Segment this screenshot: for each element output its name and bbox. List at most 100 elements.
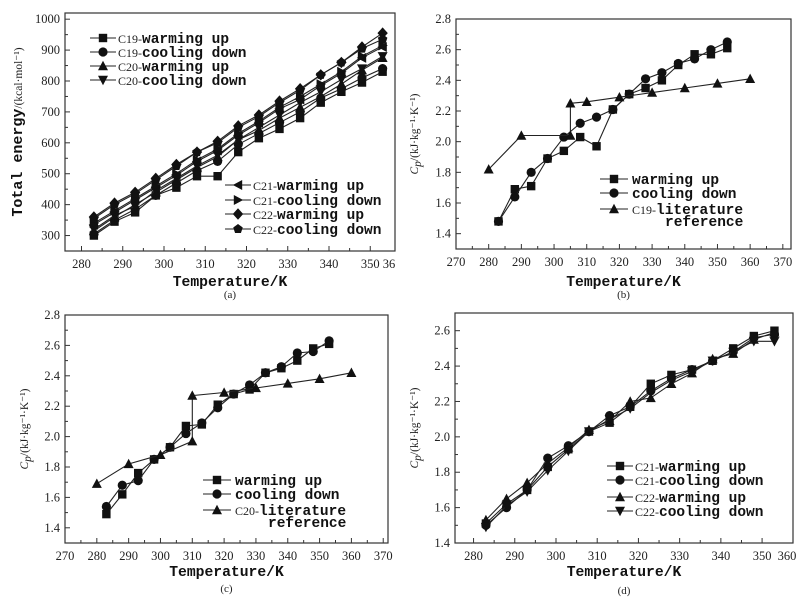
x-tick-label: 290: [113, 257, 132, 271]
data-point: [172, 168, 182, 179]
data-point: [274, 110, 285, 121]
data-point: [316, 98, 325, 107]
y-tick-label: 1.4: [435, 227, 451, 241]
data-point: [624, 89, 634, 99]
legend-label: C20-cooling down: [118, 74, 246, 90]
x-tick-label: 370: [374, 549, 393, 563]
legend-label: C20-literature: [235, 504, 346, 520]
data-point: [493, 216, 504, 226]
legend-prefix: C20-: [235, 504, 259, 518]
legend-item: C19-warming up: [90, 32, 229, 48]
data-point: [357, 51, 368, 62]
legend-text: cooling down: [659, 505, 763, 521]
data-point: [254, 111, 264, 121]
x-axis-label: Temperature/K: [567, 565, 682, 581]
y-tick-label: 1000: [35, 12, 60, 26]
x-tick-label: 360: [741, 255, 760, 269]
legend-item: C20-cooling down: [90, 74, 246, 90]
y-tick-label: 800: [41, 74, 60, 88]
data-point: [575, 132, 585, 142]
panel-caption: (d): [618, 585, 631, 597]
x-tick-label: 330: [247, 549, 266, 563]
panel-c: 270 280 290 300 310 320 330 340 350 360 370 1.4 1.6 1…: [19, 308, 393, 595]
y-tick-label: 1.6: [435, 196, 451, 210]
data-point: [234, 147, 243, 157]
data-point: [254, 133, 264, 143]
data-point: [308, 346, 318, 357]
legend-marker: [615, 506, 625, 517]
legend-label: C22-cooling down: [635, 505, 763, 521]
data-point: [673, 58, 683, 69]
data-point: [316, 79, 326, 90]
legend-text: cooling down: [659, 474, 763, 490]
y-tick-label: 400: [41, 198, 60, 212]
legend-prefix: C21-: [253, 194, 277, 208]
series-pentagon: [89, 34, 388, 223]
data-point: [315, 69, 326, 79]
legend-item: C22-cooling down: [225, 223, 381, 239]
y-tick-label: 600: [41, 136, 60, 150]
legend-text: literature: [656, 203, 743, 219]
data-point: [357, 78, 367, 87]
data-point: [336, 75, 347, 85]
x-tick-label: 290: [119, 549, 138, 563]
panel-b: 270 280 290 300 310 320 330 340 350 360 370 1.4 1.6 1…: [409, 12, 792, 301]
legend-text: cooling down: [142, 74, 246, 90]
x-tick-label: 36: [383, 257, 396, 271]
legend-label: C19-cooling down: [118, 46, 246, 62]
data-point: [293, 356, 302, 365]
y-tick-label: 2.2: [434, 394, 450, 408]
y-axis-label: Cp/(kJ·kg⁻¹·K⁻¹): [409, 387, 424, 468]
legend-label: cooling down: [235, 488, 339, 504]
y-tick-label: 700: [41, 105, 60, 119]
data-point: [314, 373, 325, 384]
data-point: [526, 167, 536, 177]
x-tick-label: 310: [183, 549, 202, 563]
data-point: [646, 379, 655, 388]
legend-item: C21-cooling down: [607, 474, 763, 490]
data-point: [377, 52, 388, 62]
data-point: [647, 87, 658, 97]
data-point: [581, 96, 592, 106]
data-point: [679, 82, 690, 93]
y-tick-label: 2.2: [44, 399, 60, 413]
data-point: [260, 368, 271, 378]
legend-marker: [232, 208, 244, 220]
data-point: [377, 34, 388, 44]
legend-item: C22-cooling down: [607, 505, 763, 521]
data-point: [117, 480, 127, 490]
data-point: [192, 172, 202, 181]
legend-marker: [615, 461, 625, 471]
legend-text: warming up: [142, 60, 229, 76]
x-tick-label: 300: [151, 549, 170, 563]
data-point: [583, 427, 594, 437]
plot-frame: [64, 314, 389, 544]
legend-label: C21-cooling down: [253, 194, 381, 210]
legend-prefix: C20-: [118, 60, 142, 74]
legend-label: C20-warming up: [118, 60, 229, 76]
data-point: [244, 380, 255, 390]
data-point: [666, 376, 677, 386]
series-triangle-up: [91, 367, 357, 488]
y-tick-label: 1.8: [44, 460, 60, 474]
panel-a: 280 290 300 310 320 330 340 350 36 300 400 500 600 70…: [10, 12, 396, 301]
y-tick-label: 1.4: [434, 536, 450, 550]
legend-text: warming up: [277, 208, 364, 224]
legend-marker: [212, 489, 222, 499]
x-axis-label: Temperature/K: [566, 275, 681, 291]
data-point: [172, 183, 181, 192]
data-point: [641, 83, 650, 93]
y-tick-label: 1.6: [44, 490, 60, 504]
legend-label: C21-cooling down: [635, 474, 763, 490]
y-tick-label: 1.4: [44, 521, 60, 535]
y-axis-symbol: C: [409, 167, 421, 175]
data-point: [625, 404, 636, 414]
data-point: [102, 509, 111, 519]
legend-text: cooling down: [277, 223, 381, 239]
data-point: [213, 403, 223, 413]
data-point: [608, 104, 618, 115]
legend-label-line2: reference: [665, 215, 743, 231]
data-point: [171, 161, 182, 171]
data-point: [657, 76, 667, 85]
x-tick-label: 280: [479, 255, 498, 269]
